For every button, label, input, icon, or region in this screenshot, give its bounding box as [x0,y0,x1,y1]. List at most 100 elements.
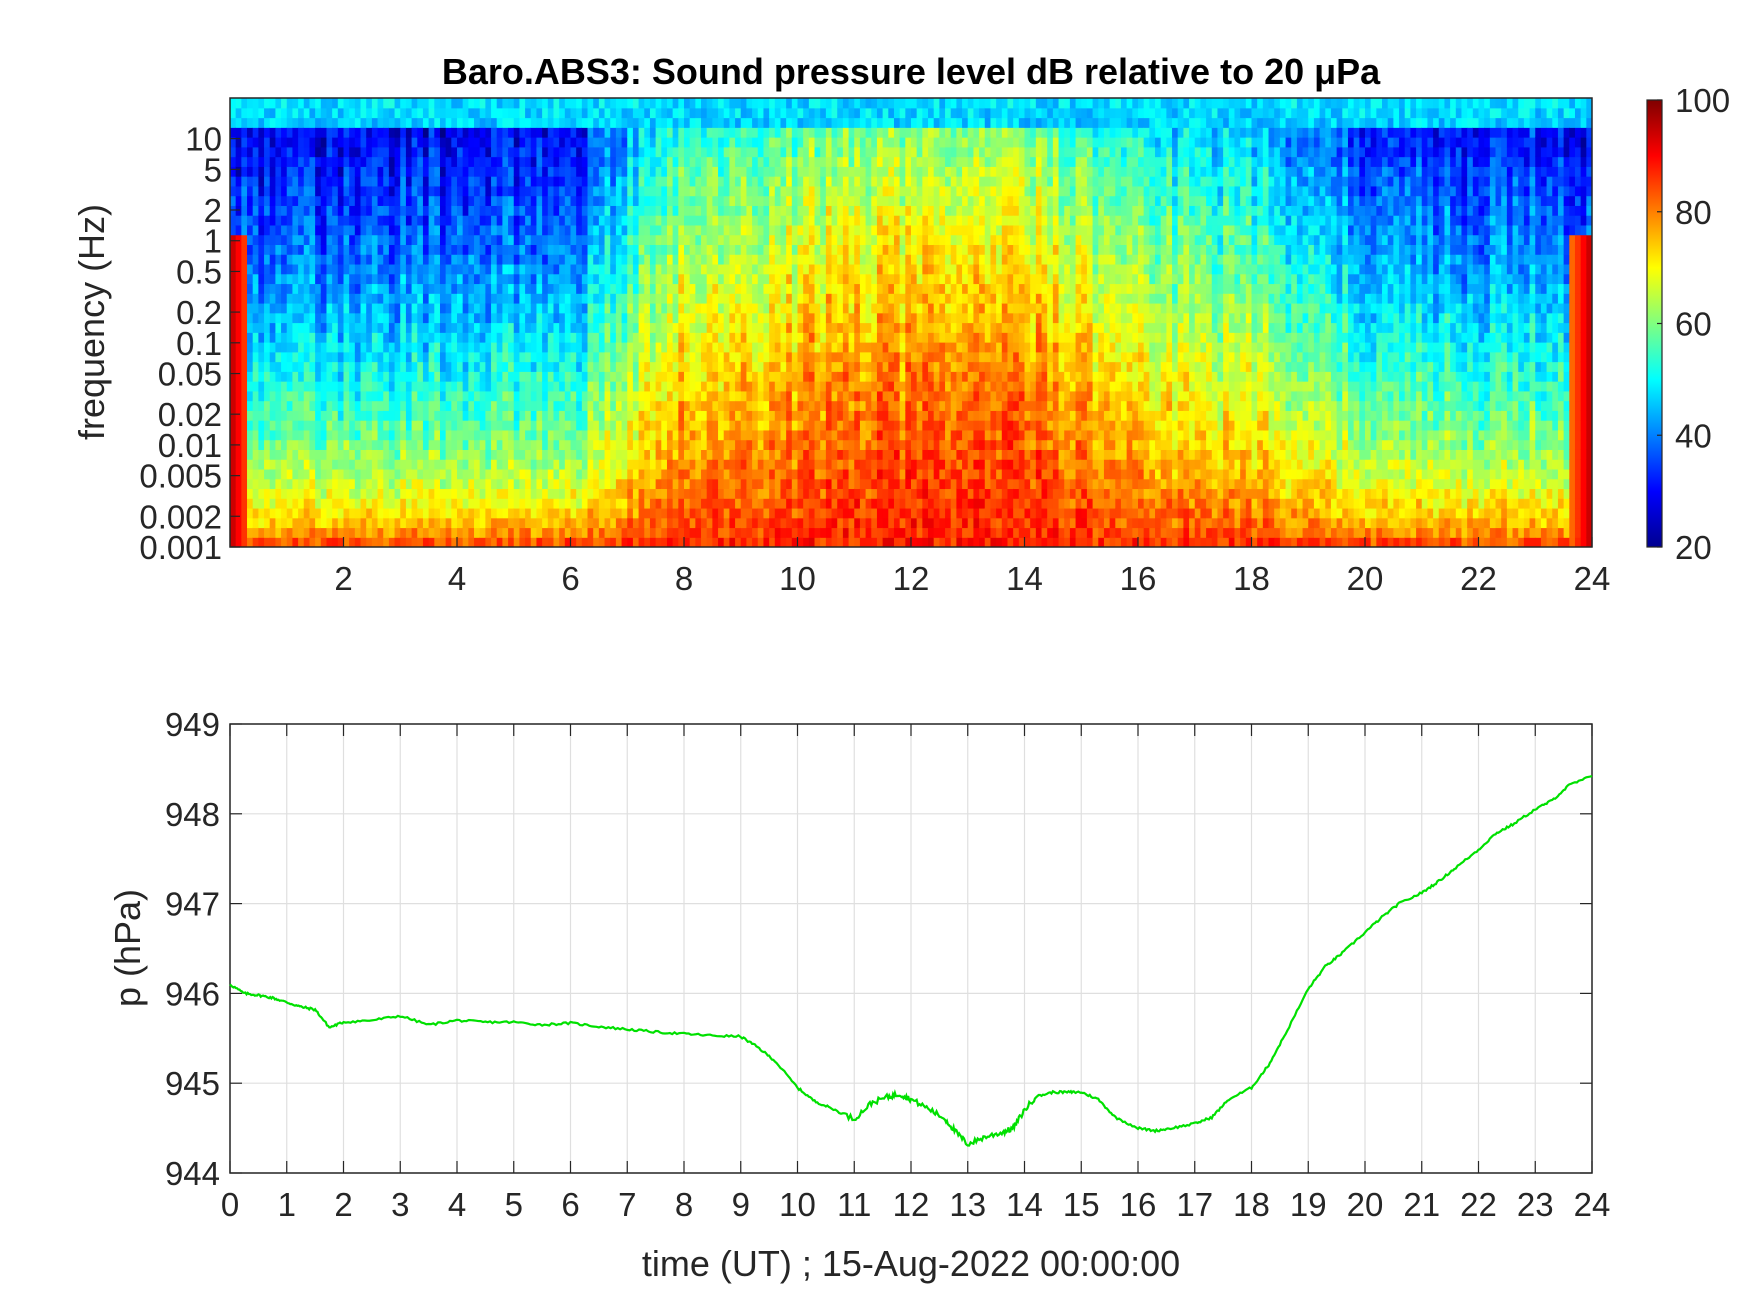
spectrogram-cell [774,283,782,294]
spectrogram-cell [230,117,237,128]
spectrogram-cell [576,312,583,324]
spectrogram-cell [417,381,424,392]
spectrogram-cell [491,312,498,324]
spectrogram-cell [808,117,816,128]
spectrogram-cell [496,215,503,226]
spectrogram-cell [491,176,498,187]
spectrogram-cell [780,293,787,304]
spectrogram-cell [343,107,350,119]
spectrogram-cell [230,390,237,402]
spectrogram-cell [252,390,259,402]
spectrogram-cell [820,371,827,382]
spectrogram-cell [621,400,628,411]
spectrogram-cell [298,517,305,529]
spectrogram-cell [468,224,475,236]
spectrogram-cell [661,205,668,216]
spectrogram-cell [411,361,418,372]
spectrogram-cell [723,205,730,216]
spectrogram-cell [598,322,606,333]
spectrogram-cell [281,146,288,158]
spectrogram-cell [292,215,299,226]
spectrogram-cell [315,410,322,421]
spectrogram-cell [258,371,265,382]
spectrogram-cell [718,351,725,363]
spectrogram-cell [576,420,583,431]
spectrogram-cell [491,371,498,382]
spectrogram-cell [349,537,356,547]
spectrogram-cell [723,312,730,324]
spectrogram-cell [366,293,373,304]
spectrogram-cell [695,478,702,490]
spectrogram-cell [621,283,628,294]
spectrogram-cell [337,166,345,177]
spectrogram-cell [791,156,799,167]
spectrogram-cell [298,244,305,255]
spectrogram-cell [808,263,816,275]
spectrogram-cell [303,234,311,246]
spectrogram-cell [411,420,418,431]
spectrogram-cell [814,439,821,450]
spectrogram-cell [286,381,294,392]
spectrogram-cell [428,351,435,363]
spectrogram-cell [530,283,538,294]
spectrogram-cell [230,254,237,265]
spectrogram-cell [241,478,248,490]
spectrogram-cell [508,293,515,304]
spectrogram-cell [411,468,418,480]
spectrogram-cell [740,439,748,450]
spectrogram-cell [746,342,753,353]
spectrogram-cell [247,312,254,324]
spectrogram-cell [610,205,617,216]
spectrogram-cell [587,342,594,353]
spectrogram-cell [457,146,464,158]
spectrogram-cell [655,224,662,236]
spectrogram-cell [525,166,532,177]
spectrogram-cell [604,488,611,499]
spectrogram-cell [332,439,339,450]
spectrogram-cell [825,156,833,167]
spectrogram-cell [814,351,821,363]
spectrogram-cell [377,429,384,441]
spectrogram-cell [366,244,373,255]
spectrogram-cell [258,468,265,480]
spectrogram-cell [513,205,521,216]
spectrogram-cell [371,312,379,324]
spectrogram-cell [292,185,299,197]
spectrogram-cell [581,176,589,187]
spectrogram-cell [411,117,418,128]
spectrogram-cell [598,215,606,226]
spectrogram-cell [769,361,776,372]
spectrogram-cell [474,293,481,304]
spectrogram-cell [593,439,600,450]
spectrogram-cell [303,468,311,480]
spectrogram-cell [428,459,435,470]
spectrogram-cell [247,410,254,421]
spectrogram-cell [598,146,606,158]
spectrogram-cell [298,215,305,226]
spectrogram-cell [797,254,804,265]
spectrogram-cell [252,273,259,285]
spectrogram-cell [542,234,549,246]
spectrogram-cell [576,166,583,177]
spectrogram-cell [383,127,390,138]
spectrogram-cell [672,273,679,285]
spectrogram-cell [422,107,430,119]
spectrogram-cell [343,517,350,529]
spectrogram-cell [269,273,276,285]
spectrogram-cell [740,381,748,392]
spectrogram-cell [666,215,674,226]
spectrogram-cell [536,205,543,216]
spectrogram-cell [672,322,679,333]
spectrogram-cell [689,410,696,421]
spectrogram-cell [235,371,242,382]
spectrogram-cell [632,205,640,216]
spectrogram-cell [394,342,401,353]
spectrogram-cell [258,215,265,226]
spectrogram-cell [417,429,424,441]
spectrogram-cell [349,527,356,538]
spectrogram-cell [269,254,276,265]
spectrogram-cell [309,156,316,167]
spectrogram-cell [303,332,311,343]
spectrogram-cell [479,273,486,285]
spectrogram-cell [638,176,645,187]
